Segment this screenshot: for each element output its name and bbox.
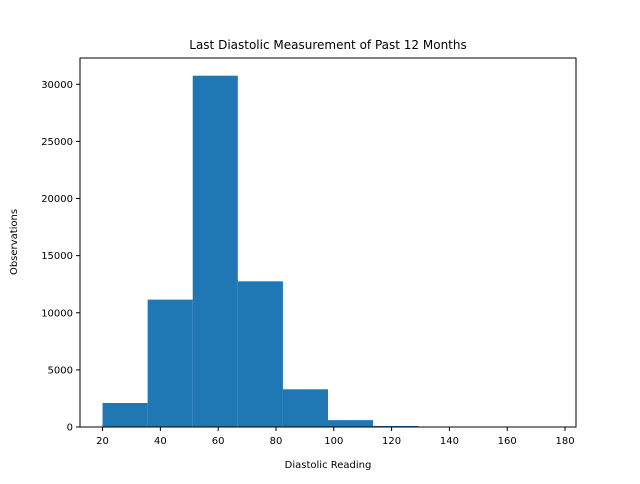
chart-title: Last Diastolic Measurement of Past 12 Mo… xyxy=(189,38,466,52)
x-tick-label: 60 xyxy=(212,436,225,447)
bars-group xyxy=(103,76,554,427)
x-tick-label: 120 xyxy=(382,436,401,447)
x-axis-label: Diastolic Reading xyxy=(285,460,372,471)
y-tick-label: 20000 xyxy=(41,194,73,205)
y-axis-label: Observations xyxy=(9,209,20,275)
x-axis-ticks: 20 40 60 80 100 120 140 160 180 xyxy=(96,427,574,447)
y-tick-label: 0 xyxy=(67,423,73,434)
x-tick-label: 40 xyxy=(154,436,167,447)
histogram-bar xyxy=(328,420,373,427)
y-tick-label: 30000 xyxy=(41,80,73,91)
y-tick-label: 10000 xyxy=(41,308,73,319)
x-tick-label: 160 xyxy=(498,436,517,447)
histogram-bar xyxy=(238,281,283,427)
histogram-bar xyxy=(283,389,328,427)
histogram-bar xyxy=(103,403,148,427)
x-tick-label: 80 xyxy=(270,436,283,447)
histogram-bar xyxy=(148,300,193,427)
y-tick-label: 25000 xyxy=(41,137,73,148)
x-tick-label: 20 xyxy=(96,436,109,447)
histogram-bar xyxy=(193,76,238,427)
y-tick-label: 5000 xyxy=(48,365,73,376)
y-tick-label: 15000 xyxy=(41,251,73,262)
y-axis-ticks: 0 5000 10000 15000 20000 25000 30000 xyxy=(41,80,80,434)
x-tick-label: 140 xyxy=(440,436,459,447)
x-tick-label: 180 xyxy=(555,436,574,447)
x-tick-label: 100 xyxy=(324,436,343,447)
